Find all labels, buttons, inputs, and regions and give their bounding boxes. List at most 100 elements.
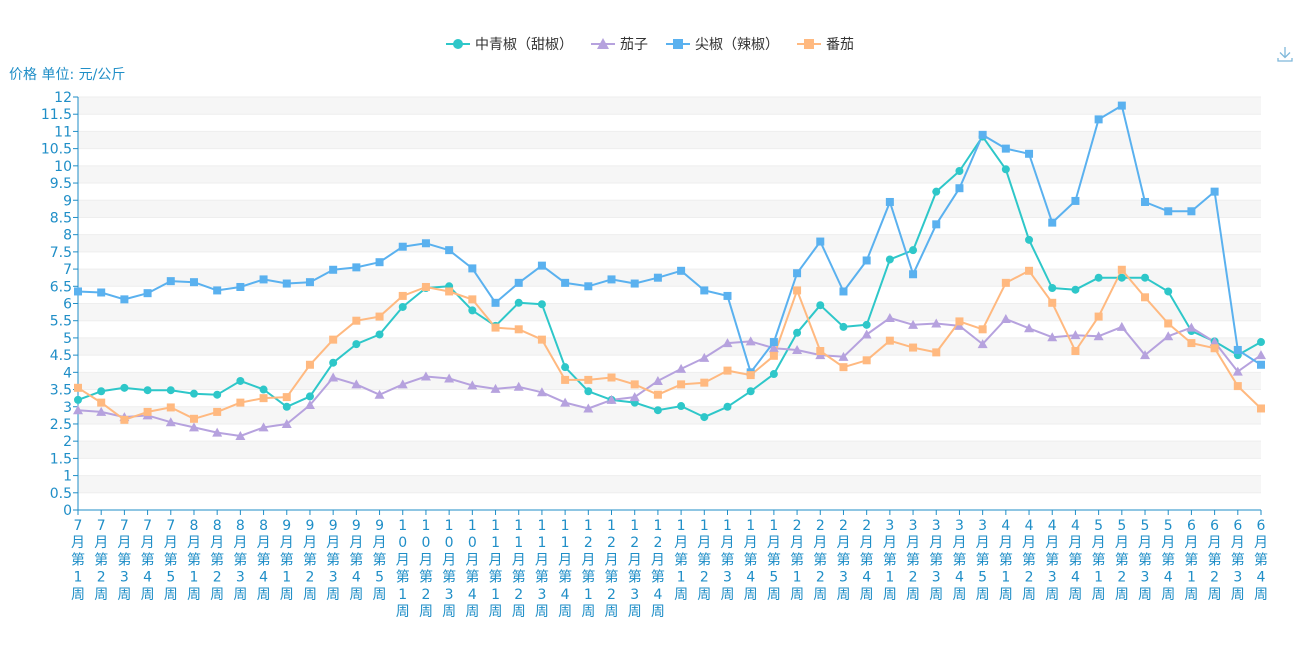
y-tick-label: 10.5: [41, 142, 72, 158]
y-tick-label: 2.5: [50, 417, 72, 433]
series-2-point: [1116, 321, 1127, 331]
series-2-point: [420, 371, 431, 381]
y-tick-label: 5: [63, 331, 72, 347]
y-tick-label: 8: [63, 228, 72, 244]
series-2-point: [351, 379, 362, 389]
series-1-point: [1257, 338, 1265, 347]
series-4-point: [1210, 344, 1219, 353]
series-1-point: [375, 330, 384, 339]
x-tick-label: 7 月第 2 周: [94, 518, 108, 603]
series-1-point: [839, 322, 848, 331]
series-1-point: [862, 320, 871, 329]
series-2-point: [676, 363, 687, 373]
series-2-point: [908, 319, 919, 329]
y-tick-label: 9.5: [50, 176, 72, 192]
legend-item-2[interactable]: 茄子: [591, 34, 648, 54]
y-tick-label: 12: [54, 90, 72, 106]
y-tick-label: 2: [63, 434, 72, 450]
series-2-point: [304, 400, 315, 410]
series-3-point: [932, 220, 941, 229]
x-tick-label: 2 月第 3 周: [836, 518, 850, 603]
x-tick-label: 8 月第 1 周: [187, 518, 201, 603]
series-3-point: [1141, 197, 1150, 206]
series-3-point: [1117, 101, 1126, 110]
series-1-point: [723, 402, 732, 411]
series-3-point: [978, 130, 987, 139]
series-2-point: [1163, 331, 1174, 341]
series-3-point: [166, 277, 175, 286]
chart-legend: 中青椒（甜椒） 茄子 尖椒（辣椒） 番茄: [0, 34, 1300, 54]
series-1-point: [236, 376, 245, 385]
x-tick-label: 4 月第 1 周: [999, 518, 1013, 603]
series-2-point: [629, 392, 640, 402]
x-tick-label: 1 1 月第 1 周: [489, 518, 503, 620]
series-1-point: [305, 392, 314, 401]
series-3-point: [909, 270, 918, 279]
legend-label: 茄子: [620, 37, 648, 53]
series-1-point: [213, 390, 222, 399]
x-tick-label: 7 月第 5 周: [164, 518, 178, 603]
series-4-point: [1164, 319, 1173, 328]
series-4-point: [74, 383, 82, 392]
series-line-2: [77, 317, 1262, 437]
series-4-point: [398, 291, 407, 300]
series-3-point: [352, 263, 361, 272]
series-2-point: [1093, 331, 1104, 341]
grid-band: [78, 406, 1261, 424]
series-4-point: [1094, 312, 1103, 321]
series-3-point: [630, 279, 639, 288]
y-tick-label: 11.5: [41, 107, 72, 123]
series-4-point: [1001, 278, 1010, 287]
series-3-point: [862, 256, 871, 265]
series-3-point: [491, 298, 500, 307]
series-3-point: [1210, 187, 1219, 196]
series-1-point: [329, 358, 338, 367]
x-tick-label: 8 月第 3 周: [233, 518, 247, 603]
series-2-point: [1232, 366, 1243, 376]
legend-item-1[interactable]: 中青椒（甜椒）: [446, 34, 573, 54]
legend-label: 中青椒（甜椒）: [475, 37, 573, 53]
legend-marker-icon: [797, 39, 821, 49]
series-3-point: [723, 291, 732, 300]
series-3-point: [1257, 360, 1265, 369]
series-2-point: [838, 351, 849, 361]
series-4-point: [630, 380, 639, 389]
series-line-4: [77, 268, 1262, 421]
x-tick-label: 1 0 月第 1 周: [396, 518, 410, 620]
series-3-point: [213, 286, 222, 295]
series-1-point: [700, 413, 709, 422]
download-icon[interactable]: [1275, 44, 1295, 64]
x-tick-label: 5 月第 1 周: [1092, 518, 1106, 603]
y-tick-label: 4.5: [50, 348, 72, 364]
series-4-point: [723, 366, 732, 375]
series-2-point: [560, 397, 571, 407]
series-1-point: [468, 306, 477, 315]
x-tick-label: 1 月第 5 周: [767, 518, 781, 603]
series-3-point: [1164, 207, 1173, 216]
series-3-point: [1048, 218, 1057, 227]
y-tick-label: 7.5: [50, 245, 72, 261]
series-2-point: [444, 373, 455, 383]
series-2-point: [73, 405, 83, 415]
series-3-point: [305, 278, 314, 287]
series-3-point: [1094, 115, 1103, 124]
x-tick-label: 3 月第 3 周: [929, 518, 943, 603]
series-4-point: [932, 348, 941, 357]
y-tick-label: 7: [63, 262, 72, 278]
legend-item-3[interactable]: 尖椒（辣椒）: [666, 34, 779, 54]
y-axis-unit-label: 价格 单位: 元/公斤: [9, 67, 126, 83]
series-4-point: [514, 325, 523, 334]
series-1-point: [1164, 287, 1173, 296]
grid-band: [78, 131, 1261, 149]
legend-item-4[interactable]: 番茄: [797, 34, 854, 54]
series-4-point: [700, 378, 709, 387]
series-2-point: [606, 394, 617, 404]
series-3-point: [607, 275, 616, 284]
series-line-3: [77, 104, 1262, 374]
series-3-point: [97, 288, 106, 297]
series-4-point: [793, 286, 802, 295]
series-2-point: [1186, 322, 1197, 332]
series-3-point: [120, 295, 129, 304]
y-tick-label: 0.5: [50, 486, 72, 502]
x-tick-label: 3 月第 2 周: [906, 518, 920, 603]
